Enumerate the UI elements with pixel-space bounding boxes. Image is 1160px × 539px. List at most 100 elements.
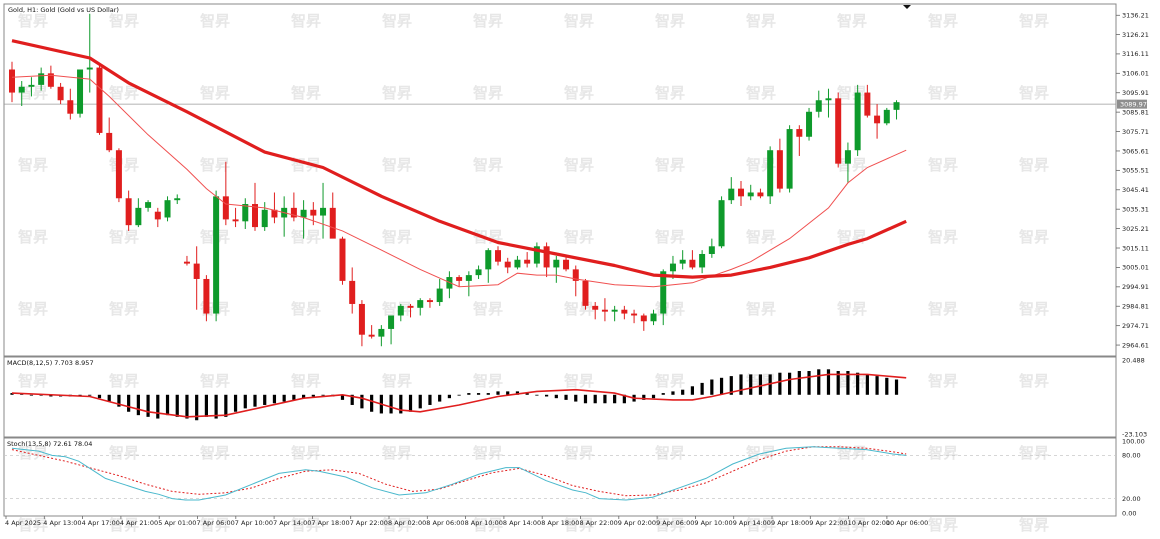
macd-histogram-bar[interactable] [574, 394, 578, 402]
candle-bull[interactable] [300, 209, 307, 218]
stoch-main-line[interactable] [11, 446, 907, 501]
candle-bear[interactable] [407, 305, 414, 308]
candle-bull[interactable] [844, 150, 851, 164]
candle-bull[interactable] [679, 259, 686, 264]
macd-signal-line[interactable] [11, 373, 907, 418]
macd-histogram-bar[interactable] [545, 394, 549, 397]
candle-bull[interactable] [417, 300, 424, 308]
candle-bull[interactable] [553, 259, 560, 268]
macd-histogram-bar[interactable] [389, 394, 393, 414]
macd-histogram-bar[interactable] [690, 386, 694, 395]
macd-histogram-bar[interactable] [253, 394, 257, 407]
candle-bear[interactable] [426, 300, 433, 303]
macd-histogram-bar[interactable] [29, 394, 34, 396]
macd-histogram-bar[interactable] [515, 391, 520, 395]
macd-histogram-bar[interactable] [107, 394, 111, 402]
candle-bear[interactable] [640, 315, 647, 322]
candle-bear[interactable] [183, 261, 190, 264]
macd-histogram-bar[interactable] [311, 394, 315, 397]
candle-bear[interactable] [524, 259, 531, 264]
candle-bull[interactable] [145, 202, 152, 208]
candle-bull[interactable] [378, 328, 385, 337]
macd-histogram-bar[interactable] [642, 394, 646, 400]
macd-histogram-bar[interactable] [613, 394, 617, 404]
candle-bull[interactable] [242, 204, 249, 222]
macd-histogram-bar[interactable] [535, 394, 539, 396]
candle-bull[interactable] [77, 69, 84, 114]
candle-bear[interactable] [689, 259, 696, 268]
macd-histogram-bar[interactable] [233, 394, 238, 412]
candle-bull[interactable] [261, 209, 268, 228]
candle-bear[interactable] [776, 150, 783, 189]
macd-histogram-bar[interactable] [476, 393, 481, 395]
candle-bull[interactable] [320, 207, 327, 216]
candle-bear[interactable] [115, 150, 122, 199]
macd-histogram-bar[interactable] [272, 394, 277, 404]
candle-bear[interactable] [310, 209, 317, 216]
macd-histogram-bar[interactable] [583, 394, 588, 404]
macd-histogram-bar[interactable] [127, 394, 131, 412]
candle-bull[interactable] [38, 73, 45, 85]
macd-histogram-bar[interactable] [865, 374, 869, 395]
candle-bear[interactable] [796, 129, 803, 137]
candle-bull[interactable] [747, 192, 754, 197]
stochastic-panel[interactable] [4, 446, 1116, 501]
macd-histogram-bar[interactable] [370, 394, 374, 412]
candle-bear[interactable] [67, 100, 74, 114]
candle-bull[interactable] [397, 305, 404, 316]
candle-bull[interactable] [708, 246, 715, 254]
candle-bear[interactable] [106, 132, 113, 151]
candle-bull[interactable] [18, 86, 25, 93]
macd-histogram-bar[interactable] [136, 394, 140, 416]
candle-bear[interactable] [193, 263, 200, 279]
macd-histogram-bar[interactable] [224, 394, 228, 417]
candle-bear[interactable] [582, 280, 589, 306]
candle-bear[interactable] [631, 313, 638, 316]
ma-fast-line[interactable] [11, 74, 907, 288]
macd-histogram-bar[interactable] [39, 394, 43, 396]
macd-histogram-bar[interactable] [807, 371, 811, 395]
candle-bull[interactable] [213, 196, 220, 314]
macd-histogram-bar[interactable] [768, 374, 772, 395]
macd-histogram-bar[interactable] [428, 394, 432, 405]
candle-bear[interactable] [125, 198, 132, 226]
macd-histogram-bar[interactable] [467, 393, 471, 395]
candle-bear[interactable] [252, 204, 258, 228]
candle-bull[interactable] [164, 200, 171, 218]
candle-bear[interactable] [329, 207, 336, 239]
macd-histogram-bar[interactable] [282, 394, 286, 402]
macd-histogram-bar[interactable] [195, 394, 199, 421]
candle-bull[interactable] [669, 263, 676, 272]
candle-bear[interactable] [271, 209, 278, 218]
macd-panel[interactable] [10, 369, 907, 421]
macd-histogram-bar[interactable] [564, 394, 568, 400]
candle-bear[interactable] [290, 207, 297, 218]
candle-bull[interactable] [893, 102, 900, 110]
macd-histogram-bar[interactable] [846, 371, 850, 395]
candle-bull[interactable] [475, 269, 482, 276]
macd-histogram-bar[interactable] [447, 394, 451, 399]
candle-bear[interactable] [563, 259, 570, 270]
macd-histogram-bar[interactable] [700, 382, 704, 395]
candle-bull[interactable] [825, 98, 832, 101]
candle-bull[interactable] [660, 271, 667, 314]
macd-histogram-bar[interactable] [729, 376, 733, 395]
candle-bear[interactable] [835, 98, 842, 164]
candle-bull[interactable] [465, 275, 472, 281]
candle-bear[interactable] [57, 86, 64, 101]
macd-histogram-bar[interactable] [836, 371, 840, 395]
macd-histogram-bar[interactable] [360, 394, 364, 409]
candle-bull[interactable] [174, 198, 181, 201]
candle-bear[interactable] [368, 334, 375, 337]
candle-bull[interactable] [806, 111, 813, 137]
macd-histogram-bar[interactable] [506, 391, 510, 395]
candle-bear[interactable] [222, 196, 229, 220]
candle-bear[interactable] [864, 92, 871, 116]
candle-bull[interactable] [436, 288, 443, 303]
candle-bear[interactable] [339, 238, 346, 281]
candle-bull[interactable] [611, 309, 618, 312]
candle-bull[interactable] [650, 313, 657, 322]
candle-bull[interactable] [767, 150, 774, 197]
macd-histogram-bar[interactable] [554, 394, 558, 399]
macd-histogram-bar[interactable] [885, 377, 889, 395]
